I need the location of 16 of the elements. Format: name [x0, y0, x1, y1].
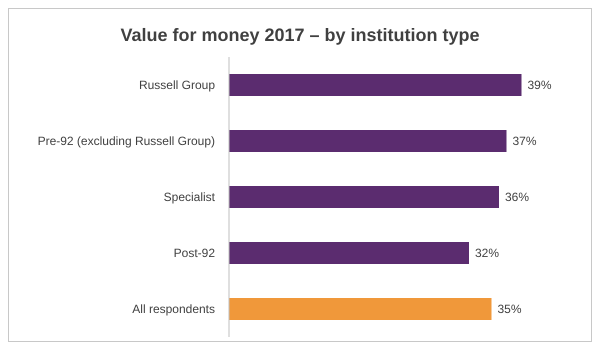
y-tick-label: All respondents: [132, 302, 215, 316]
data-label: 36%: [505, 190, 530, 204]
bar: [229, 130, 506, 152]
y-tick-label: Pre-92 (excluding Russell Group): [38, 134, 215, 148]
data-label: 39%: [528, 78, 552, 92]
chart-title: Value for money 2017 – by institution type: [119, 25, 481, 47]
data-label: 37%: [512, 134, 537, 148]
bar: [229, 74, 522, 96]
y-tick-label: Post-92: [174, 246, 216, 260]
bar: [229, 242, 469, 264]
bar: [229, 298, 492, 320]
y-tick-label: Russell Group: [138, 78, 216, 92]
y-tick-label: Specialist: [164, 190, 216, 204]
bar: [229, 186, 499, 208]
data-label: 35%: [498, 302, 522, 316]
data-label: 32%: [475, 246, 500, 260]
